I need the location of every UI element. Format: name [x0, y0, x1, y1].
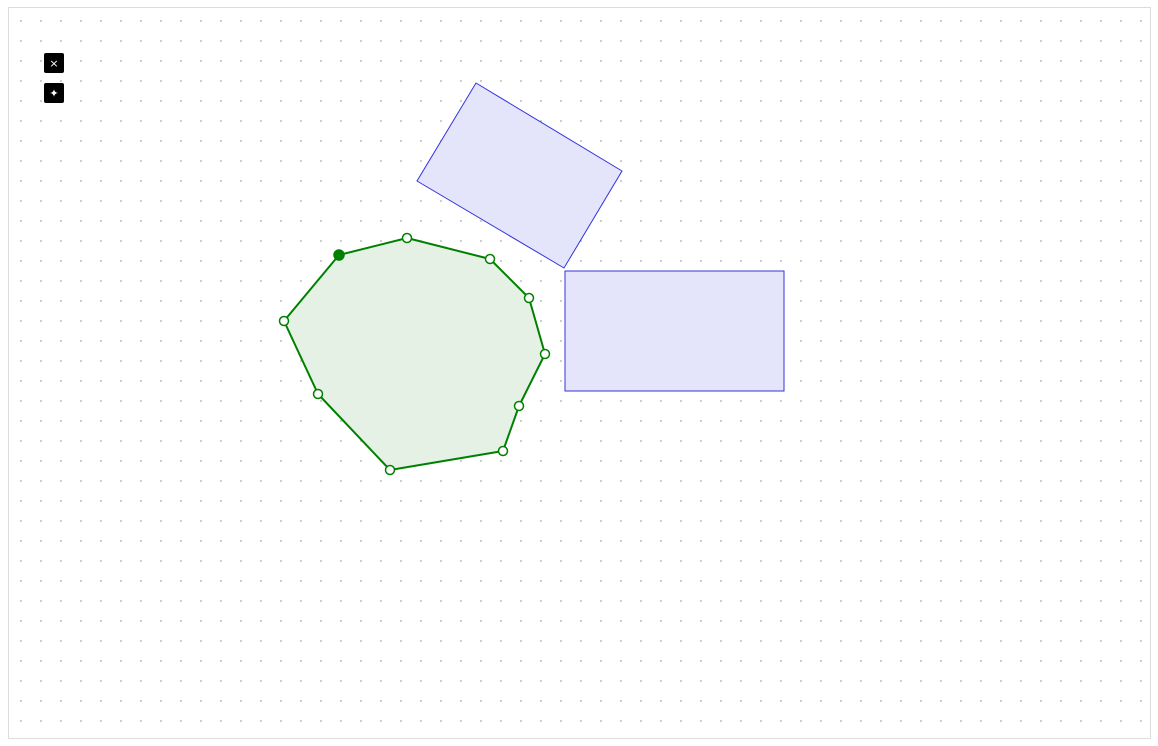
vertex-handle[interactable]: [484, 253, 496, 265]
vertex-handle[interactable]: [497, 445, 509, 457]
vertex-handle[interactable]: [523, 292, 535, 304]
vertex-handle[interactable]: [513, 400, 525, 412]
vertex-handle[interactable]: [401, 232, 413, 244]
polygon-shape[interactable]: [283, 237, 546, 471]
close-button[interactable]: ×: [44, 53, 64, 73]
rotated-rectangle-shape[interactable]: [416, 82, 623, 269]
vertex-handle-selected[interactable]: [333, 249, 345, 261]
vertex-handle[interactable]: [384, 464, 396, 476]
sparkle-icon: ✦: [49, 86, 59, 100]
close-icon: ×: [49, 56, 59, 70]
vertex-handle[interactable]: [539, 348, 551, 360]
vertex-handle[interactable]: [312, 388, 324, 400]
rectangle-shape[interactable]: [564, 270, 785, 392]
sparkle-button[interactable]: ✦: [44, 83, 64, 103]
polygon-vertex-handles: [278, 232, 551, 476]
vertex-handle[interactable]: [278, 315, 290, 327]
